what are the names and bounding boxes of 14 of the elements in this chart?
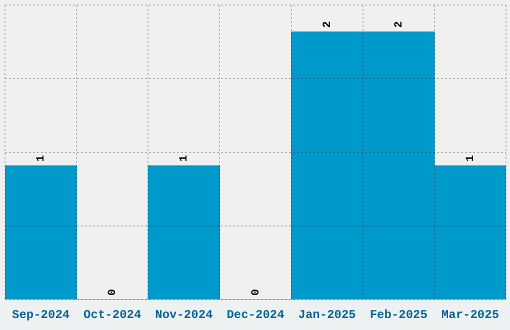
x-tick-label: Feb-2025 xyxy=(370,308,428,322)
x-tick-label: Jan-2025 xyxy=(298,308,356,322)
x-tick-label: Oct-2024 xyxy=(84,308,142,322)
x-tick-label: Mar-2025 xyxy=(441,308,500,322)
data-label: 0 xyxy=(250,288,262,296)
data-label: 0 xyxy=(107,288,120,296)
data-label: 1 xyxy=(36,154,48,162)
x-tick-label: Sep-2024 xyxy=(12,308,70,322)
data-label: 1 xyxy=(464,154,477,162)
x-tick-label: Dec-2024 xyxy=(226,308,284,322)
x-tick-label: Nov-2024 xyxy=(155,308,213,322)
data-label: 2 xyxy=(322,21,334,28)
data-label: 1 xyxy=(178,154,191,162)
data-label: 2 xyxy=(393,21,406,28)
